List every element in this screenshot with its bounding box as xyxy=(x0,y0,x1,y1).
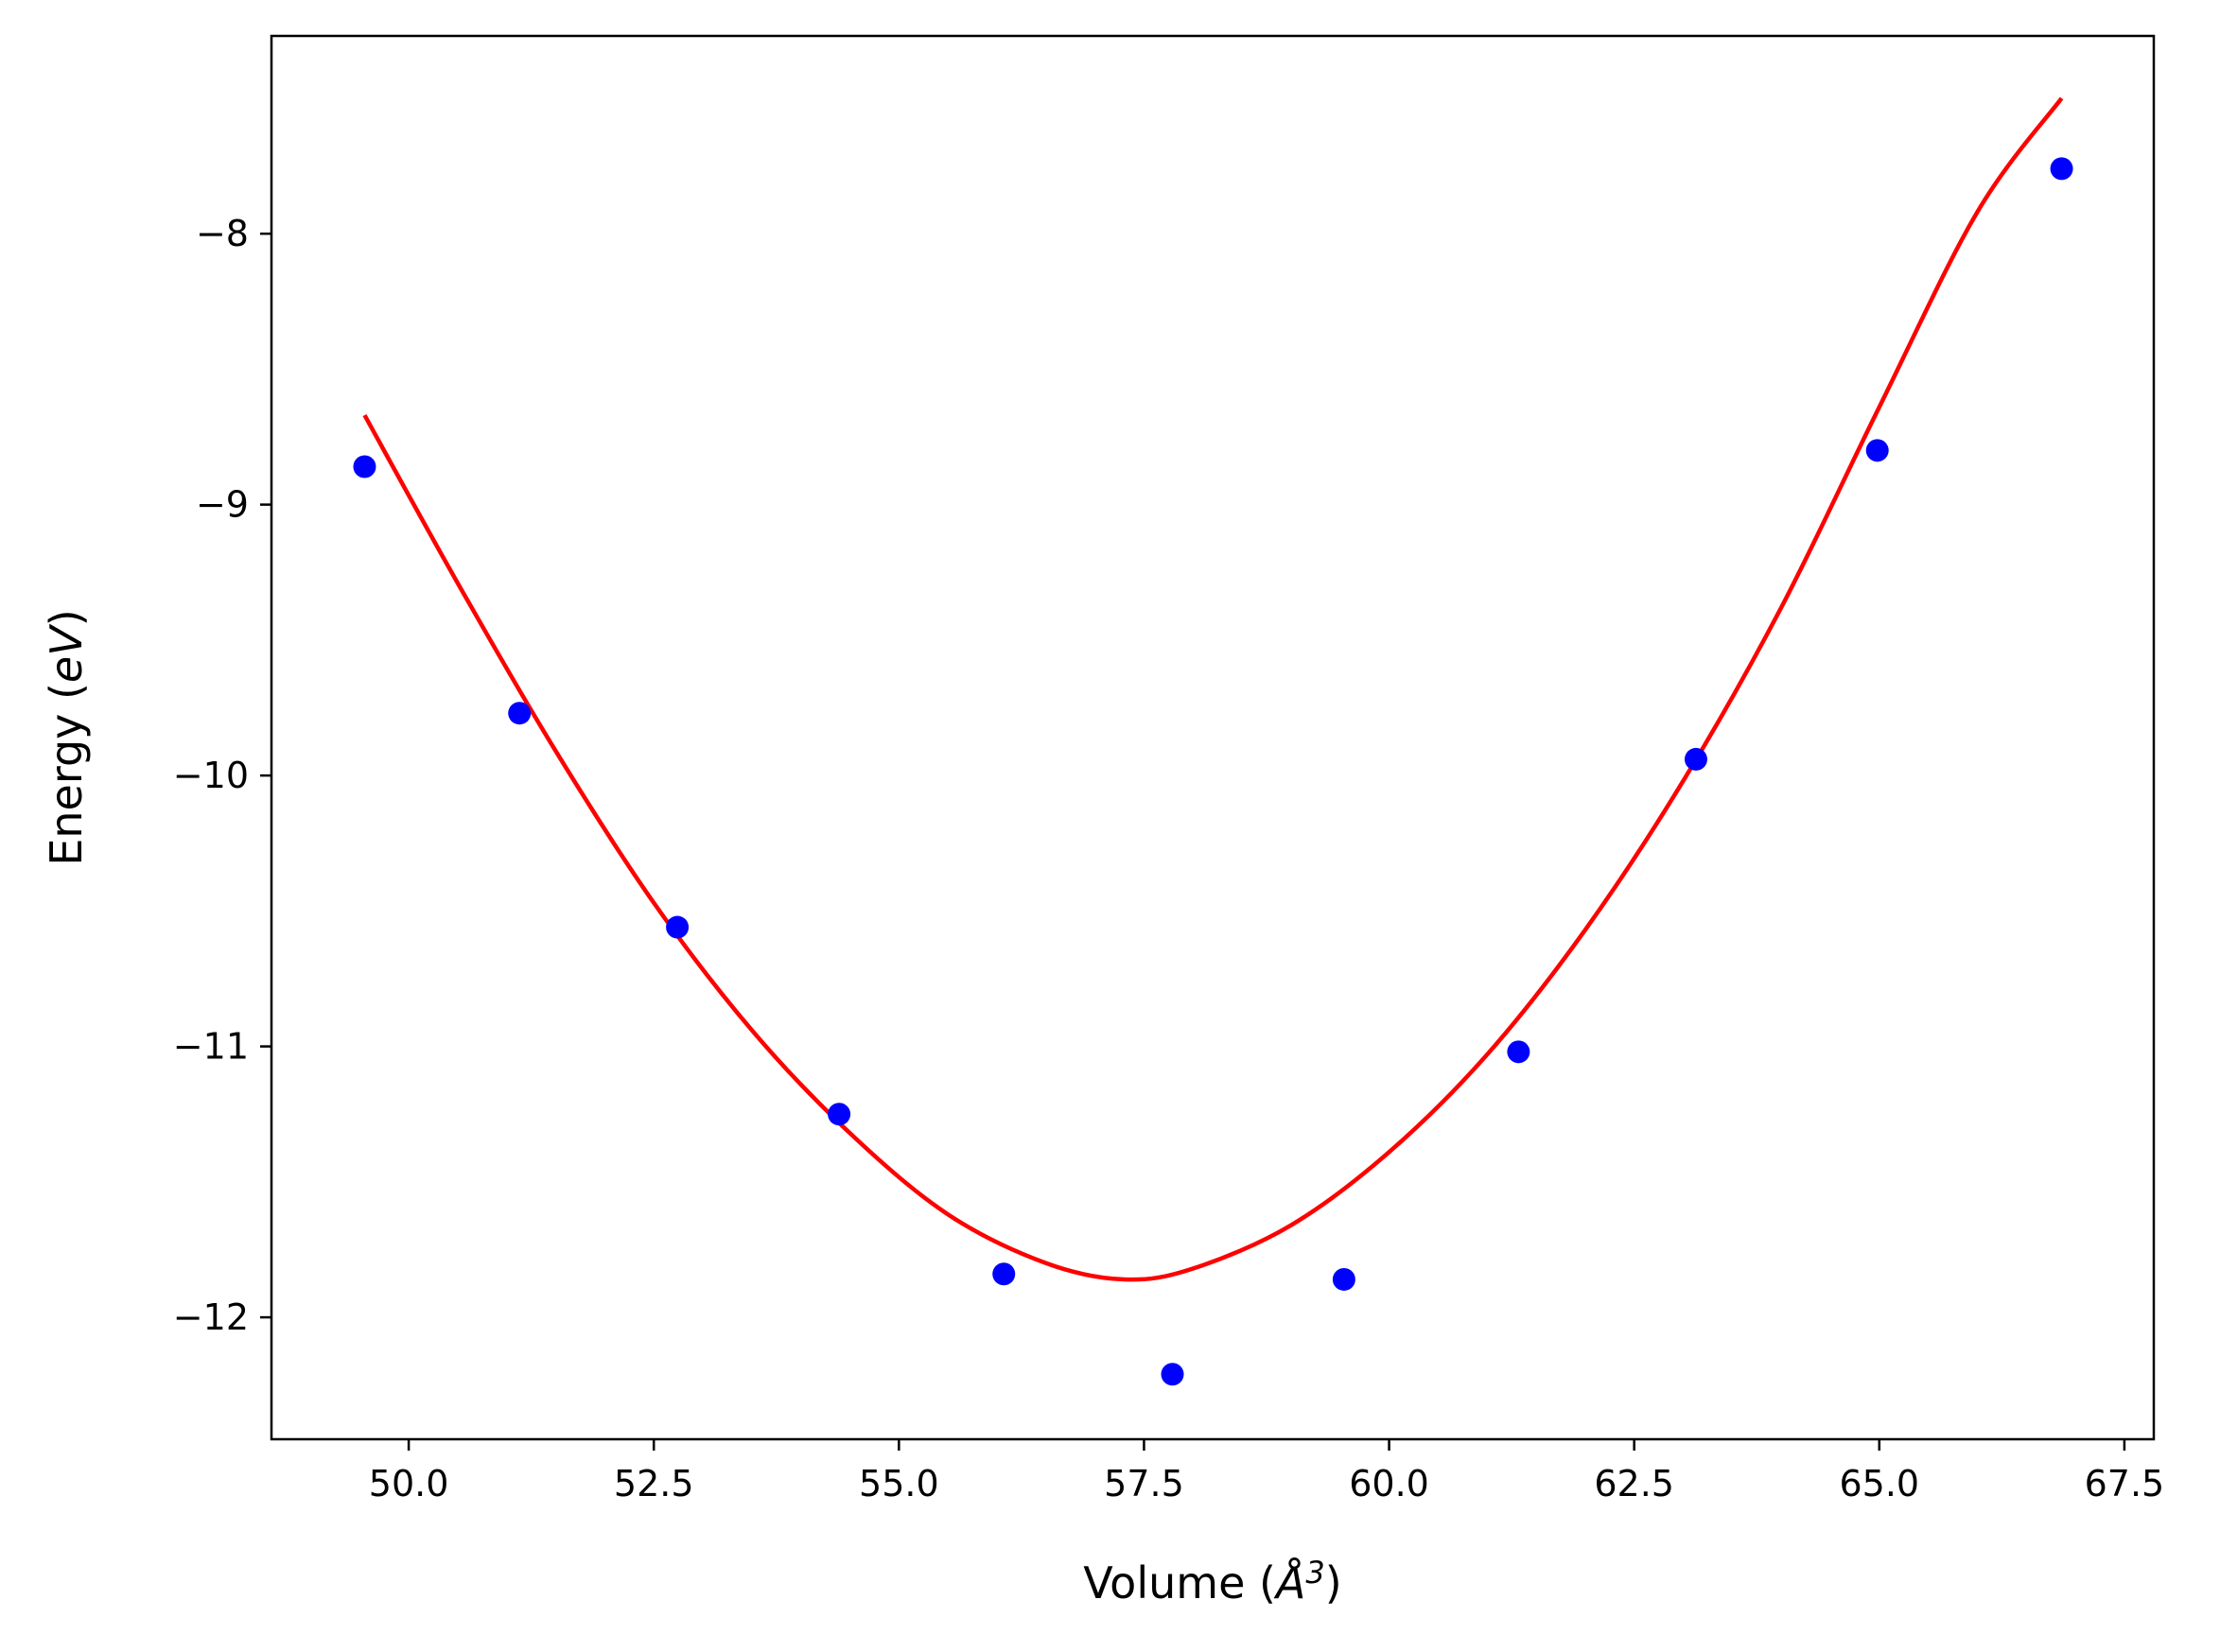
x-axis-ticks: 50.0 52.5 55.0 57.5 60.0 62.5 65.0 67.5 xyxy=(369,1439,2164,1504)
y-axis-title: Energy (eV) xyxy=(41,609,92,865)
plot-frame xyxy=(270,34,2156,1441)
data-point xyxy=(508,702,532,725)
y-tick-label: −12 xyxy=(173,1296,249,1338)
x-tick-label: 52.5 xyxy=(614,1463,694,1504)
data-point xyxy=(828,1103,851,1126)
data-point xyxy=(2050,157,2073,181)
y-tick-label: −10 xyxy=(173,755,249,796)
data-point xyxy=(1865,439,1889,462)
y-axis-ticks: −12 −11 −10 −9 −8 xyxy=(173,213,271,1338)
data-point xyxy=(1332,1267,1355,1291)
y-tick-label: −9 xyxy=(196,484,249,526)
data-point xyxy=(992,1262,1016,1286)
data-point xyxy=(1507,1040,1530,1064)
x-tick-label: 62.5 xyxy=(1594,1463,1674,1504)
y-tick-label: −11 xyxy=(173,1026,249,1068)
x-tick-label: 65.0 xyxy=(1839,1463,1919,1504)
x-axis-title: Volume (Å3) xyxy=(1083,1555,1341,1609)
data-point xyxy=(666,915,690,939)
data-point xyxy=(1684,747,1707,771)
x-tick-label: 55.0 xyxy=(859,1463,939,1504)
data-point xyxy=(353,455,376,478)
x-tick-label: 60.0 xyxy=(1349,1463,1429,1504)
fit-curve-line xyxy=(362,96,2064,1282)
data-points-layer xyxy=(353,157,2073,1386)
y-tick-label: −8 xyxy=(196,213,249,254)
x-tick-label: 50.0 xyxy=(369,1463,449,1504)
data-point xyxy=(1161,1363,1184,1386)
x-tick-label: 67.5 xyxy=(2085,1463,2165,1504)
fit-curve-layer xyxy=(362,96,2064,1282)
x-tick-label: 57.5 xyxy=(1104,1463,1184,1504)
